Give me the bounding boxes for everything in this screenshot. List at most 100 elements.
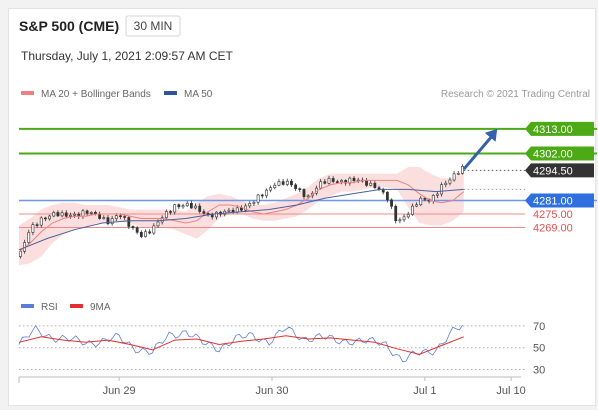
level-tag: 4281.00	[525, 193, 594, 208]
candle	[85, 209, 89, 216]
candle-body	[394, 205, 398, 222]
candle	[214, 211, 218, 220]
candle	[294, 183, 298, 192]
level-tag-bg	[525, 146, 594, 161]
candle-body	[385, 191, 389, 201]
x-axis: Jun 29 Jun 30 Jul 1 Jul 10	[103, 377, 526, 397]
candle	[256, 193, 260, 205]
instrument-title: S&P 500 (CME)	[19, 18, 119, 34]
x-tick-label: Jun 30	[255, 385, 288, 397]
level-tag-label: 4302.00	[533, 149, 573, 161]
candle-body	[448, 179, 452, 184]
forecast-arrow-shaft	[462, 134, 494, 171]
legend-label-ma50: MA 50	[184, 89, 213, 100]
candle	[240, 205, 243, 212]
candle-body	[89, 212, 93, 214]
candle	[444, 180, 448, 188]
candle-body	[60, 212, 64, 217]
timeframe-badge[interactable]	[125, 15, 181, 37]
candle	[277, 178, 281, 187]
candle	[273, 182, 277, 190]
candle-body	[73, 213, 77, 216]
candle-body	[306, 195, 310, 198]
candle	[39, 216, 43, 228]
candle	[73, 211, 77, 218]
candle	[302, 188, 306, 200]
candle	[35, 222, 39, 228]
candle-body	[369, 182, 373, 186]
candle-body	[227, 209, 231, 212]
candle	[185, 200, 189, 208]
candle	[198, 203, 202, 214]
price-lines	[18, 128, 498, 253]
candle-body	[206, 212, 210, 215]
candle	[456, 170, 460, 176]
candle	[265, 188, 268, 199]
candle	[44, 216, 47, 222]
candle	[110, 215, 114, 226]
candle-body	[44, 217, 47, 220]
support-label: 4275.00	[533, 209, 573, 221]
candle	[452, 171, 456, 182]
candle-body	[406, 214, 410, 218]
rsi-line	[18, 324, 464, 363]
level-tag: 4313.00	[525, 121, 594, 136]
candle	[406, 211, 410, 219]
candle-body	[319, 181, 323, 189]
candle	[164, 209, 168, 221]
candle-body	[265, 189, 268, 197]
candle-body	[169, 211, 172, 213]
candle-body	[281, 181, 285, 185]
legend-label-rsi: RSI	[41, 302, 58, 313]
candle	[290, 178, 293, 187]
candle	[331, 176, 335, 184]
candle	[448, 177, 452, 186]
candle-body	[436, 193, 439, 196]
candle-body	[114, 215, 118, 219]
candle	[48, 214, 51, 221]
candle-body	[352, 177, 356, 182]
candle-body	[260, 194, 264, 197]
legend-swatch-ma50	[164, 91, 177, 95]
candle	[319, 178, 323, 190]
candle-body	[119, 215, 122, 217]
credit-label: Research © 2021 Trading Central	[441, 89, 590, 100]
candle-body	[106, 217, 110, 224]
candle-body	[110, 218, 114, 224]
forecast-arrow-head	[484, 128, 498, 142]
candle	[31, 222, 35, 236]
candle-body	[144, 231, 147, 237]
candle-body	[152, 225, 156, 234]
candle	[152, 223, 156, 235]
candle	[385, 191, 389, 203]
candle	[440, 182, 443, 197]
candle-body	[48, 215, 51, 220]
candle	[135, 226, 139, 235]
candle-body	[298, 188, 302, 190]
x-tick-label: Jun 29	[103, 385, 136, 397]
rsi-level-label: 50	[533, 343, 545, 355]
candle	[411, 203, 414, 216]
candle-body	[156, 221, 160, 227]
candle-body	[131, 226, 135, 228]
level-tag-bg	[525, 193, 594, 208]
candle	[148, 229, 152, 235]
candle-body	[273, 184, 277, 188]
level-tag-bg	[525, 121, 594, 136]
candle-body	[390, 199, 393, 207]
rsi-level-label: 30	[533, 365, 545, 377]
candle	[52, 210, 56, 218]
candle	[436, 192, 439, 199]
candle-body	[285, 180, 289, 185]
candle-body	[52, 212, 56, 217]
candle-body	[102, 217, 106, 219]
candle	[131, 225, 135, 230]
candle-body	[181, 205, 185, 208]
candle	[252, 200, 256, 206]
rsi-9ma-line	[18, 335, 464, 355]
candle-body	[248, 203, 252, 207]
level-labels: 4313.00 4302.00 4294.50 4281.004275.004269.…	[525, 121, 594, 234]
x-tick-label: Jul 10	[496, 385, 525, 397]
candle-body	[444, 182, 448, 185]
